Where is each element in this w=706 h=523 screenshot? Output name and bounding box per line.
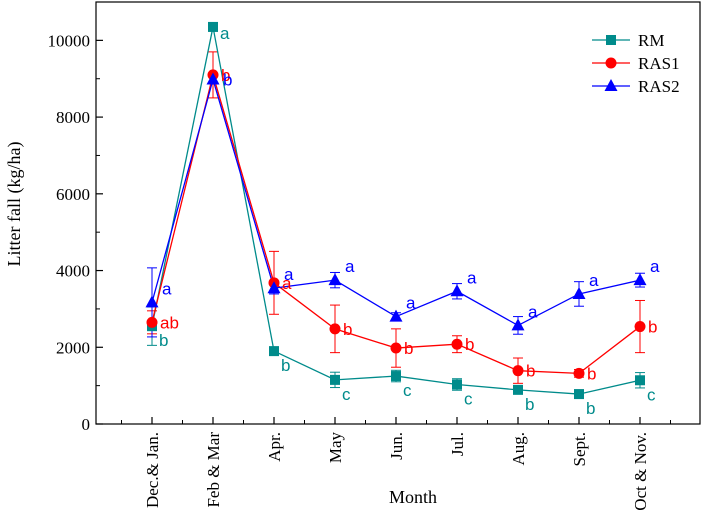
rm-significance-label: c xyxy=(403,381,412,400)
ras1-data-point xyxy=(573,367,585,379)
legend-ras2-label: RAS2 xyxy=(638,77,680,96)
ras1-significance-label: b xyxy=(587,364,596,383)
plot-area-frame xyxy=(95,1,701,425)
x-tick-label: Oct & Nov. xyxy=(631,432,650,511)
rm-significance-label: c xyxy=(647,385,656,404)
rm-data-point xyxy=(391,371,401,382)
ras1-significance-label: b xyxy=(465,335,474,354)
y-axis-title: Litter fall (kg/ha) xyxy=(4,142,25,267)
ras1-data-point xyxy=(329,323,341,335)
ras1-significance-label: a xyxy=(282,274,292,293)
ras2-significance-label: a xyxy=(345,257,355,276)
rm-data-point xyxy=(208,21,218,32)
x-tick-label: Aug. xyxy=(509,432,528,466)
ras2-significance-label: a xyxy=(650,257,660,276)
x-tick-label: Apr. xyxy=(265,432,284,462)
ras1-significance-label: b xyxy=(343,320,352,339)
ras2-data-point xyxy=(450,284,464,297)
ras2-data-point xyxy=(267,281,281,294)
ras2-significance-label: a xyxy=(406,294,416,313)
ras1-significance-label: b xyxy=(404,339,413,358)
x-tick-label: Dec.& Jan. xyxy=(143,432,162,508)
x-tick-label: Jun. xyxy=(387,432,406,460)
ras2-significance-label: b xyxy=(223,70,232,89)
ras1-significance-label: ab xyxy=(160,313,179,332)
y-tick-label: 8000 xyxy=(56,108,90,127)
x-tick-label: Jul. xyxy=(448,432,467,456)
legend-ras1-marker xyxy=(605,57,617,69)
ras2-significance-label: a xyxy=(528,302,538,321)
rm-significance-label: b xyxy=(159,331,168,350)
ras2-data-point xyxy=(145,295,159,308)
y-tick-label: 2000 xyxy=(56,338,90,357)
y-tick-label: 6000 xyxy=(56,185,90,204)
rm-data-point xyxy=(635,375,645,386)
ras1-data-point xyxy=(634,321,646,333)
rm-data-point xyxy=(330,374,340,385)
rm-data-point xyxy=(452,379,462,390)
ras2-significance-label: a xyxy=(589,271,599,290)
x-axis-title: Month xyxy=(389,487,437,507)
x-tick-label: Sept. xyxy=(570,432,589,466)
y-tick-label: 10000 xyxy=(48,31,91,50)
ras1-significance-label: b xyxy=(221,66,230,85)
rm-significance-label: b xyxy=(586,399,595,418)
ras1-significance-label: b xyxy=(648,318,657,337)
y-tick-label: 0 xyxy=(82,415,91,434)
ras2-significance-label: a xyxy=(284,265,294,284)
ras2-data-point xyxy=(328,273,342,286)
ras2-data-point xyxy=(511,318,525,331)
ras2-data-point xyxy=(206,72,220,85)
legend-rm-marker xyxy=(606,35,616,45)
rm-data-point xyxy=(574,389,584,400)
legend-ras2-marker xyxy=(604,79,618,91)
ras2-data-point xyxy=(633,273,647,286)
rm-significance-label: b xyxy=(525,395,534,414)
y-tick-label: 4000 xyxy=(56,262,90,281)
x-tick-label: May xyxy=(326,432,345,464)
ras1-significance-label: b xyxy=(526,362,535,381)
rm-significance-label: b xyxy=(281,356,290,375)
rm-significance-label: c xyxy=(464,389,473,408)
x-tick-label: Feb & Mar xyxy=(204,432,223,508)
rm-significance-label: a xyxy=(220,24,230,43)
legend-ras1-label: RAS1 xyxy=(638,54,680,73)
ras1-data-point xyxy=(390,342,402,354)
ras1-data-point xyxy=(146,316,158,328)
legend-rm-label: RM xyxy=(638,31,664,50)
ras2-significance-label: a xyxy=(467,268,477,287)
ras1-data-point xyxy=(512,365,524,377)
ras2-data-point xyxy=(572,286,586,299)
ras2-data-point xyxy=(389,309,403,322)
rm-data-point xyxy=(513,384,523,395)
ras2-significance-label: a xyxy=(162,279,172,298)
rm-significance-label: c xyxy=(342,385,351,404)
rm-data-point xyxy=(269,346,279,357)
ras1-data-point xyxy=(451,338,463,350)
